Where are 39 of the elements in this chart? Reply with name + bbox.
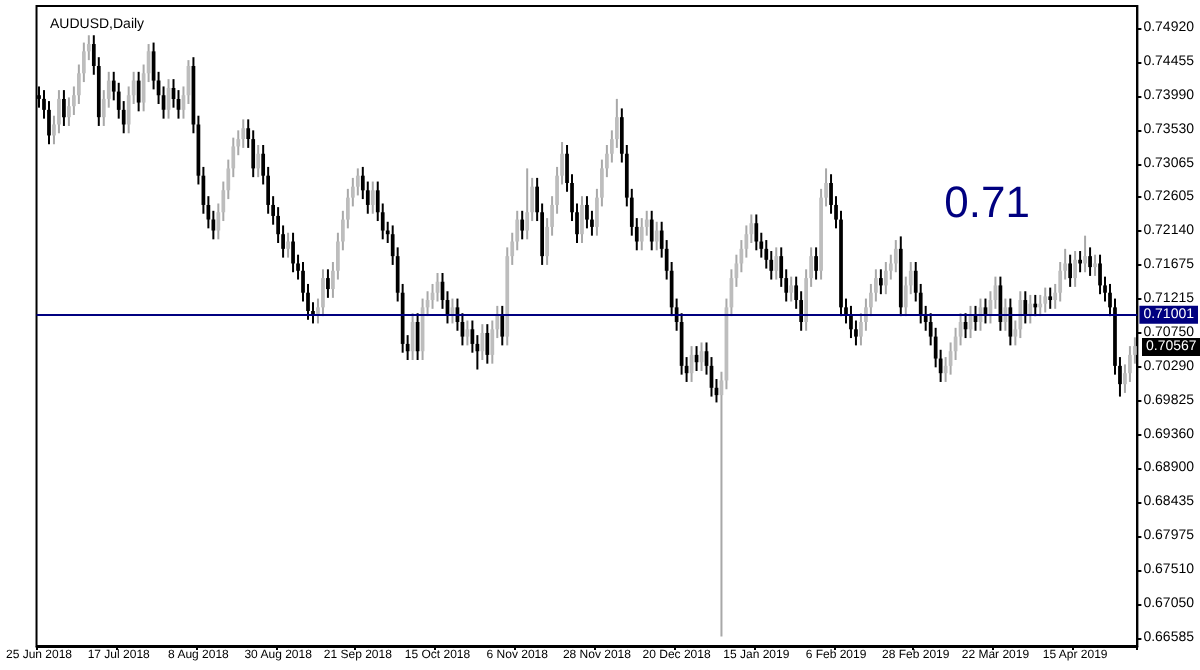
candlestick <box>480 323 485 362</box>
candlestick <box>485 323 490 365</box>
candlestick <box>1028 293 1033 325</box>
candlestick <box>291 231 295 274</box>
candlestick <box>321 268 325 318</box>
candlestick <box>1023 290 1028 325</box>
candlestick <box>878 268 883 296</box>
candlestick <box>241 118 246 149</box>
candlestick <box>62 89 66 127</box>
candlestick <box>1018 290 1023 340</box>
candlestick <box>639 217 644 252</box>
candlestick <box>585 195 589 230</box>
candlestick <box>580 195 584 244</box>
candlestick <box>654 220 659 252</box>
candlestick <box>1098 253 1102 296</box>
candlestick <box>849 304 853 340</box>
candlestick <box>1093 253 1097 277</box>
candlestick <box>326 268 330 299</box>
candlestick <box>500 304 505 347</box>
candlestick <box>370 180 375 215</box>
candlestick <box>649 209 654 252</box>
candlestick <box>525 167 530 241</box>
candlestick <box>789 275 794 303</box>
candlestick <box>520 209 525 241</box>
candlestick <box>286 231 290 259</box>
candlestick <box>774 246 779 281</box>
candlestick <box>1088 246 1092 277</box>
candlestick <box>893 239 898 274</box>
candlestick <box>1068 253 1073 288</box>
candlestick <box>754 213 759 252</box>
annotation: 0.71 <box>944 177 1031 227</box>
candlestick <box>136 70 141 113</box>
candlestick <box>1073 250 1077 288</box>
candlestick <box>1043 286 1048 314</box>
candlestick <box>883 261 888 296</box>
candlestick <box>256 143 261 179</box>
candlestick <box>1083 234 1087 274</box>
candlestick <box>1048 286 1053 310</box>
candlestick <box>814 246 818 281</box>
